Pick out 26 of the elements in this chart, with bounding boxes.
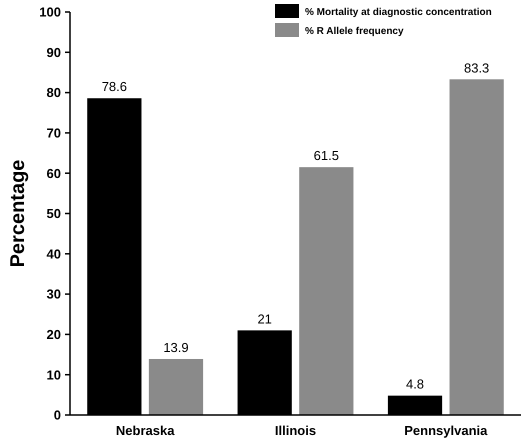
y-axis-title: Percentage	[7, 160, 29, 268]
y-tick-label: 70	[46, 125, 61, 140]
legend-label: % R Allele frequency	[305, 26, 404, 37]
x-tick-label: Nebraska	[116, 423, 176, 438]
y-tick-label: 100	[39, 4, 61, 20]
data-label: 61.5	[314, 148, 339, 164]
y-tick-label: 40	[46, 246, 61, 262]
y-tick-label: 80	[46, 85, 61, 100]
y-tick-label: 30	[46, 286, 61, 302]
x-tick-label: Illinois	[274, 423, 316, 438]
y-tick-label: 20	[46, 326, 61, 342]
y-tick-label: 10	[46, 367, 61, 382]
data-label: 78.6	[102, 79, 128, 94]
bar	[299, 167, 354, 415]
data-label: 21	[257, 311, 272, 326]
data-label: 4.8	[406, 376, 424, 392]
x-tick-label: Pennsylvania	[404, 423, 488, 438]
bar	[148, 358, 204, 415]
data-label: 83.3	[464, 60, 490, 76]
legend-label: % Mortality at diagnostic concentration	[305, 7, 492, 18]
bar	[450, 79, 504, 415]
y-tick-label: 90	[46, 44, 61, 60]
data-label: 13.9	[163, 340, 189, 355]
y-tick-label: 60	[46, 166, 61, 181]
y-tick-label: 50	[46, 206, 61, 222]
y-tick-label: 0	[54, 408, 61, 423]
